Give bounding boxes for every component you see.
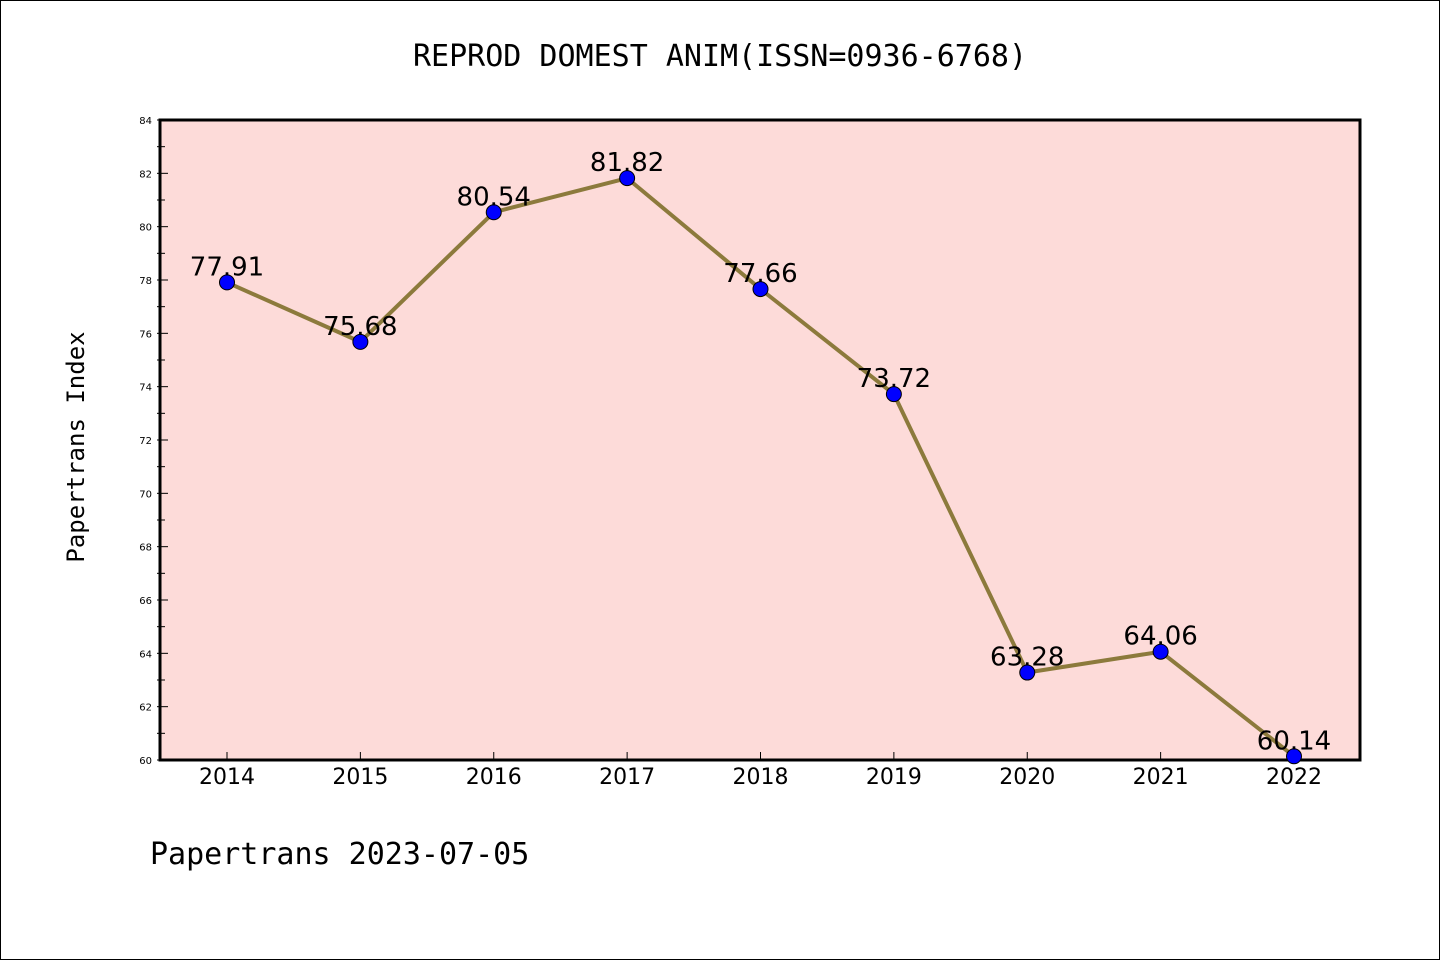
x-tick-label: 2016 (466, 765, 522, 790)
chart-title: REPROD DOMEST ANIM(ISSN=0936-6768) (413, 39, 1027, 74)
data-label: 80.54 (457, 182, 531, 212)
y-tick-label: 66 (139, 596, 152, 607)
data-label: 63.28 (990, 643, 1064, 673)
x-tick-label: 2018 (733, 765, 789, 790)
data-label: 73.72 (857, 364, 931, 394)
data-point (352, 333, 369, 350)
x-tick-label: 2017 (599, 765, 655, 790)
data-label: 77.91 (190, 252, 264, 282)
x-tick-label: 2019 (866, 765, 922, 790)
y-tick-label: 60 (139, 756, 152, 767)
data-point (752, 281, 769, 298)
x-tick-label: 2014 (199, 765, 255, 790)
y-tick-label: 82 (139, 169, 152, 180)
y-tick-label: 84 (139, 116, 152, 127)
y-tick-label: 72 (139, 436, 152, 447)
x-tick-label: 2021 (1133, 765, 1189, 790)
data-label-group: 77.91 75.68 80.54 81.82 77.66 73.72 63.28 64.06… (190, 148, 1331, 756)
y-tick-label: 68 (139, 543, 152, 554)
series-group (219, 170, 1302, 765)
y-tick-label: 64 (139, 649, 152, 660)
y-tick-label: 76 (139, 329, 152, 340)
data-label: 75.68 (323, 312, 397, 342)
data-label: 81.82 (590, 148, 664, 178)
y-axis: 60 62 64 66 68 70 72 74 76 78 80 82 84 (139, 116, 168, 767)
x-tick-label: 2015 (332, 765, 388, 790)
data-label: 60.14 (1257, 726, 1331, 756)
x-tick-label: 2020 (999, 765, 1055, 790)
x-tick-label: 2022 (1266, 765, 1322, 790)
data-point (219, 274, 235, 291)
data-point (885, 386, 902, 403)
y-tick-label: 74 (139, 383, 152, 394)
x-axis: 2014 2015 2016 2017 2018 2019 2020 2021 2022 (199, 752, 1322, 790)
data-point (619, 170, 636, 187)
y-tick-label: 80 (139, 223, 152, 234)
data-point (1152, 643, 1169, 660)
data-point (485, 204, 502, 221)
y-axis-label: Papertrans Index (62, 331, 90, 562)
y-tick-label: 70 (139, 489, 152, 500)
footer-text: Papertrans 2023-07-05 (150, 837, 529, 872)
y-tick-label: 62 (139, 703, 152, 714)
data-label: 64.06 (1123, 622, 1197, 652)
y-tick-label: 78 (139, 276, 152, 287)
data-point (1286, 748, 1302, 765)
plot-area (158, 118, 1362, 762)
data-point (1019, 664, 1036, 681)
data-label: 77.66 (723, 259, 797, 289)
